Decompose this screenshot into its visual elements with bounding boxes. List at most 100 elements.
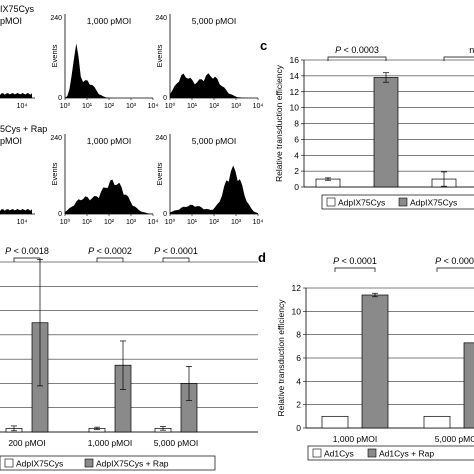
- x-tick-label: 10⁰: [165, 102, 176, 110]
- y-tick-label: 6: [294, 134, 299, 144]
- bar-control: [321, 415, 349, 429]
- legend-label: AdpIX75Cys: [338, 198, 385, 208]
- y-axis-title: Relative transduction efficiency: [274, 64, 284, 182]
- y-tick-label: 240: [50, 135, 62, 142]
- category-label: 5,000 pMOI: [435, 434, 474, 444]
- y-tick-label: 0: [294, 182, 299, 192]
- x-tick-label: 10⁴: [253, 103, 264, 110]
- legend-swatch: [367, 448, 377, 458]
- partial-x-tick-label: 10⁴: [17, 219, 28, 226]
- significance-bracket: [96, 257, 124, 262]
- x-tick-label: 10⁰: [165, 218, 176, 226]
- significance-label: P < 0.0018: [5, 246, 49, 256]
- x-tick-label: 10²: [209, 219, 220, 226]
- x-tick-label: 10⁰: [60, 102, 71, 110]
- row2-label-b: pMOI: [0, 136, 22, 146]
- legend-swatch: [312, 448, 322, 458]
- y-tick-label: 12: [292, 283, 302, 293]
- histogram-panel: 1,000 pMOI 240 0 Events 10⁰ 10¹ 10² 10³ 10⁴: [50, 14, 158, 110]
- x-tick-label: 10¹: [187, 103, 198, 110]
- y-tick-label: 4: [294, 150, 299, 160]
- y-tick-label: 12: [290, 87, 300, 97]
- histogram-panel: 1,000 pMOI 240 0 Events 10⁰ 10¹ 10² 10³ 10⁴: [50, 134, 158, 226]
- y-axis-title: Relative transduction efficiency: [276, 299, 286, 417]
- legend-label: Ad1Cys + Rap: [379, 449, 434, 459]
- y-tick-label: 0: [58, 211, 62, 218]
- x-tick-label: 10³: [231, 103, 242, 110]
- y-tick-label: 10: [292, 306, 302, 316]
- x-tick-label: 10³: [126, 219, 137, 226]
- x-tick-label: 10⁴: [148, 219, 159, 226]
- partial-x-tick-label: 10⁴: [17, 103, 28, 110]
- histogram-panel: 5,000 pMOI 240 0 Events 10⁰ 10¹ 10² 10³ 10⁴: [155, 134, 263, 226]
- flow-histograms: IX75Cys pMOI 5Cys + Rap pMOI 10⁴ 10⁴ 1,00…: [0, 4, 263, 226]
- histogram-fill: [65, 179, 153, 214]
- bar-control: [423, 415, 451, 429]
- category-label: 1,000 pMOI: [88, 438, 132, 448]
- category-label: 200 pMOI: [8, 438, 45, 448]
- y-tick-label: 2: [294, 166, 299, 176]
- y-axis-title: Events: [50, 44, 59, 67]
- y-axis-title: Events: [155, 44, 164, 67]
- legend-label: AdpIX75Cys + Rap: [96, 459, 169, 469]
- y-tick-label: 14: [290, 71, 300, 81]
- x-tick-label: 10¹: [82, 219, 93, 226]
- panel-label: c: [260, 38, 267, 53]
- bar-chart-dose: 200 pMOI P < 0.0018 1,000 pMOI P < 0.0002 5,…: [0, 246, 258, 471]
- y-tick-label: 6: [296, 353, 301, 363]
- legend-swatch: [326, 197, 336, 207]
- histogram-fill: [65, 43, 153, 98]
- bar-treated: [361, 294, 389, 429]
- legend-box: [307, 445, 474, 461]
- y-axis-title: Events: [155, 162, 164, 185]
- y-axis-title: Events: [50, 162, 59, 185]
- legend-label: Ad1Cys: [324, 449, 354, 459]
- y-tick-label: 8: [294, 119, 299, 129]
- histogram-fill: [170, 73, 258, 98]
- significance-bracket: [327, 56, 387, 61]
- significance-label: n.: [469, 45, 474, 55]
- significance-label: P < 0.0002: [88, 246, 132, 256]
- x-tick-label: 10⁴: [148, 103, 159, 110]
- x-tick-label: 10¹: [187, 219, 198, 226]
- y-tick-label: 240: [50, 15, 62, 22]
- significance-bracket: [13, 257, 41, 262]
- significance-bracket: [443, 56, 474, 61]
- y-tick-label: 240: [155, 15, 167, 22]
- category-label: 1,000 pMOI: [333, 434, 377, 444]
- significance-bracket: [436, 267, 474, 272]
- legend-swatch: [398, 197, 408, 207]
- category-label: 5,000 pMOI: [154, 438, 198, 448]
- significance-bracket: [162, 257, 190, 262]
- y-tick-label: 2: [296, 400, 301, 410]
- y-tick-label: 240: [155, 135, 167, 142]
- x-tick-label: 10⁴: [253, 219, 264, 226]
- y-tick-label: 0: [163, 211, 167, 218]
- significance-label: P < 0.0003: [335, 45, 379, 55]
- legend-label: AdpIX75Cys: [410, 198, 457, 208]
- x-tick-label: 10²: [104, 219, 115, 226]
- panel-label: d: [258, 250, 266, 265]
- histogram-title: 1,000 pMOI: [87, 136, 131, 146]
- row1-label-b: pMOI: [0, 16, 22, 26]
- x-tick-label: 10⁰: [60, 218, 71, 226]
- y-tick-label: 8: [296, 330, 301, 340]
- x-tick-label: 10¹: [82, 103, 93, 110]
- row2-label-a: 5Cys + Rap: [0, 124, 47, 134]
- significance-label: P < 0.0001: [435, 256, 474, 266]
- partial-histogram-fill: [0, 209, 32, 214]
- histogram-fill: [170, 165, 258, 214]
- x-tick-label: 10²: [104, 103, 115, 110]
- legend-box: [0, 455, 216, 471]
- row1-label-a: IX75Cys: [0, 4, 35, 14]
- histogram-title: 1,000 pMOI: [87, 16, 131, 26]
- x-tick-label: 10³: [126, 103, 137, 110]
- histogram-panel: 5,000 pMOI 240 0 Events 10⁰ 10¹ 10² 10³ 10⁴: [155, 14, 263, 110]
- partial-histogram-fill: [0, 93, 32, 98]
- x-tick-label: 10³: [231, 219, 242, 226]
- bar-treated: [373, 77, 399, 188]
- y-tick-label: 4: [296, 376, 301, 386]
- significance-bracket: [334, 267, 376, 272]
